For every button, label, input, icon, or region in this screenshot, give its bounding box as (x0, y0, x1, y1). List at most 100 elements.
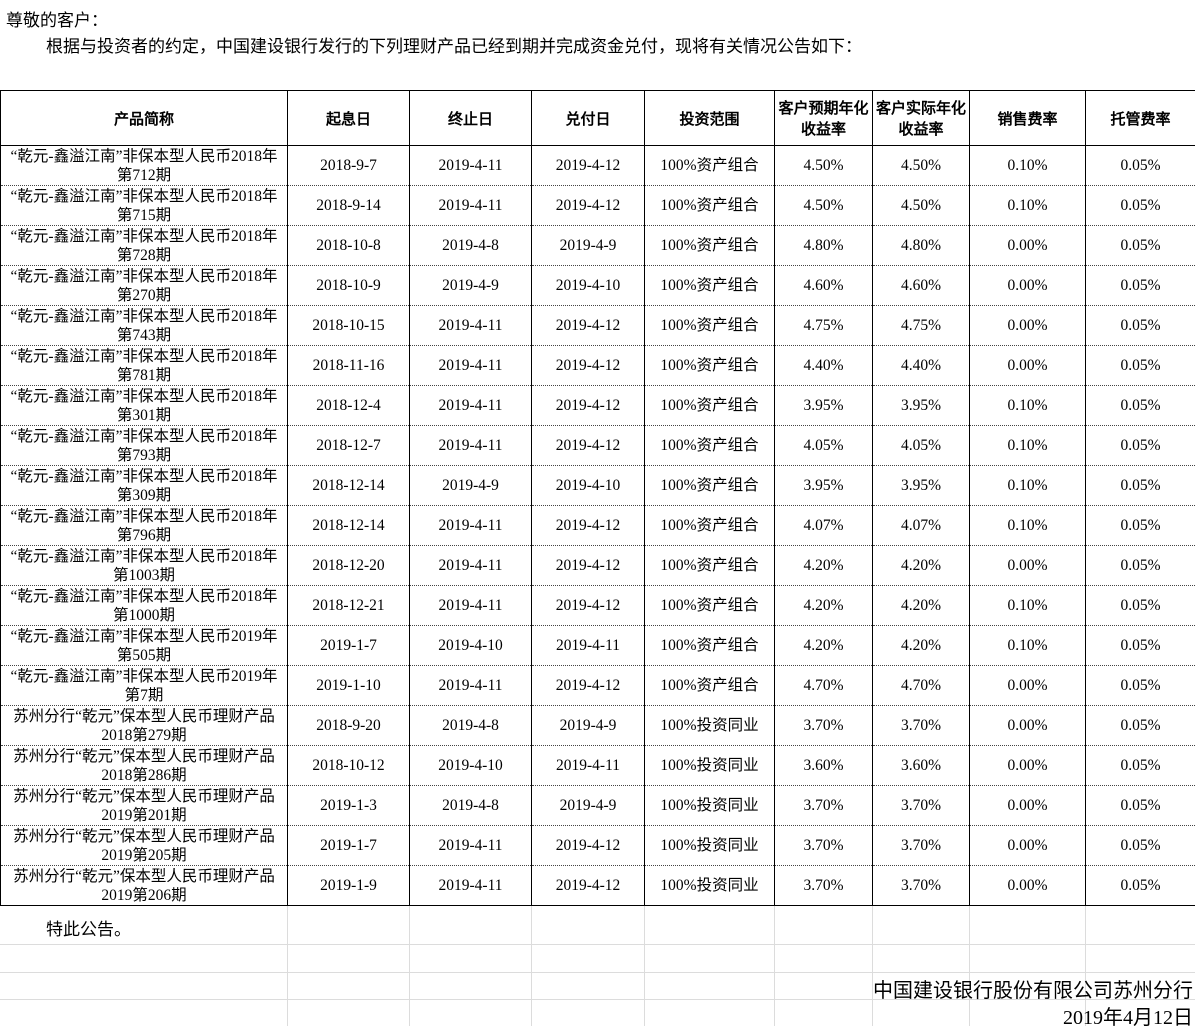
cell-investment-scope: 100%投资同业 (644, 705, 775, 746)
cell-start-date: 2018-12-20 (287, 545, 410, 586)
cell-sales-fee-rate: 0.10% (969, 145, 1086, 186)
cell-sales-fee-rate: 0.00% (969, 745, 1086, 786)
table-row: “乾元-鑫溢江南”非保本型人民币2018年第712期 2018-9-7 2019-4… (0, 145, 1195, 186)
cell-investment-scope: 100%资产组合 (644, 385, 775, 426)
table-row: “乾元-鑫溢江南”非保本型人民币2019年第505期 2019-1-7 2019-4… (0, 625, 1195, 666)
grid-cell (871, 998, 970, 1026)
cell-actual-yield: 4.20% (872, 625, 970, 666)
cell-product-name: “乾元-鑫溢江南”非保本型人民币2018年第781期 (0, 345, 288, 386)
cell-end-date: 2019-4-11 (409, 185, 532, 226)
closing-text: 特此公告。 (46, 920, 131, 939)
grid-cell (530, 906, 645, 945)
cell-custody-fee-rate: 0.05% (1085, 185, 1195, 226)
table-row: “乾元-鑫溢江南”非保本型人民币2018年第796期 2018-12-14 2019… (0, 505, 1195, 546)
intro-section: 尊敬的客户： 根据与投资者的约定，中国建设银行发行的下列理财产品已经到期并完成资… (0, 0, 1195, 60)
grid-cell (1084, 998, 1195, 1026)
cell-product-name: “乾元-鑫溢江南”非保本型人民币2018年第712期 (0, 145, 288, 186)
cell-investment-scope: 100%资产组合 (644, 465, 775, 506)
cell-sales-fee-rate: 0.00% (969, 225, 1086, 266)
cell-end-date: 2019-4-8 (409, 785, 532, 826)
cell-investment-scope: 100%资产组合 (644, 585, 775, 626)
grid-cell (773, 943, 873, 973)
cell-sales-fee-rate: 0.00% (969, 265, 1086, 306)
cell-sales-fee-rate: 0.00% (969, 305, 1086, 346)
cell-actual-yield: 3.70% (872, 785, 970, 826)
cell-sales-fee-rate: 0.10% (969, 385, 1086, 426)
cell-investment-scope: 100%资产组合 (644, 505, 775, 546)
column-header-payment-date: 兑付日 (531, 90, 645, 146)
cell-start-date: 2018-10-8 (287, 225, 410, 266)
grid-cell (0, 971, 288, 1000)
cell-product-name: 苏州分行“乾元”保本型人民币理财产品2018第279期 (0, 705, 288, 746)
column-header-actual-yield: 客户实际年化收益率 (872, 90, 970, 146)
cell-product-name: 苏州分行“乾元”保本型人民币理财产品2019第201期 (0, 785, 288, 826)
cell-payment-date: 2019-4-9 (531, 785, 645, 826)
cell-custody-fee-rate: 0.05% (1085, 745, 1195, 786)
cell-investment-scope: 100%投资同业 (644, 825, 775, 866)
cell-actual-yield: 3.70% (872, 865, 970, 906)
cell-custody-fee-rate: 0.05% (1085, 545, 1195, 586)
grid-cell (643, 943, 775, 973)
cell-actual-yield: 4.07% (872, 505, 970, 546)
cell-expected-yield: 4.50% (774, 145, 873, 186)
cell-custody-fee-rate: 0.05% (1085, 785, 1195, 826)
cell-actual-yield: 4.50% (872, 185, 970, 226)
spreadsheet-gridlines (0, 906, 1195, 1026)
cell-payment-date: 2019-4-12 (531, 505, 645, 546)
cell-expected-yield: 3.70% (774, 865, 873, 906)
cell-start-date: 2019-1-3 (287, 785, 410, 826)
cell-product-name: “乾元-鑫溢江南”非保本型人民币2019年第505期 (0, 625, 288, 666)
table-row: 苏州分行“乾元”保本型人民币理财产品2019第205期 2019-1-7 2019-… (0, 825, 1195, 866)
cell-actual-yield: 4.60% (872, 265, 970, 306)
grid-cell (0, 943, 288, 973)
cell-expected-yield: 4.80% (774, 225, 873, 266)
cell-end-date: 2019-4-9 (409, 265, 532, 306)
cell-expected-yield: 4.20% (774, 585, 873, 626)
cell-start-date: 2018-10-12 (287, 745, 410, 786)
cell-product-name: “乾元-鑫溢江南”非保本型人民币2018年第1000期 (0, 585, 288, 626)
cell-investment-scope: 100%投资同业 (644, 785, 775, 826)
grid-cell (408, 971, 532, 1000)
cell-actual-yield: 3.95% (872, 385, 970, 426)
cell-custody-fee-rate: 0.05% (1085, 585, 1195, 626)
cell-investment-scope: 100%资产组合 (644, 145, 775, 186)
cell-expected-yield: 3.70% (774, 825, 873, 866)
cell-custody-fee-rate: 0.05% (1085, 385, 1195, 426)
cell-investment-scope: 100%资产组合 (644, 625, 775, 666)
grid-row (0, 906, 1195, 945)
cell-sales-fee-rate: 0.10% (969, 185, 1086, 226)
table-row: 苏州分行“乾元”保本型人民币理财产品2018第279期 2018-9-20 2019… (0, 705, 1195, 746)
cell-custody-fee-rate: 0.05% (1085, 825, 1195, 866)
cell-expected-yield: 4.40% (774, 345, 873, 386)
cell-end-date: 2019-4-11 (409, 585, 532, 626)
products-table: 产品简称 起息日 终止日 兑付日 投资范围 客户预期年化收益率 客户实际年化收益率 销售费率托… (0, 90, 1195, 906)
cell-expected-yield: 3.70% (774, 785, 873, 826)
cell-investment-scope: 100%资产组合 (644, 425, 775, 466)
cell-expected-yield: 3.60% (774, 745, 873, 786)
cell-payment-date: 2019-4-12 (531, 345, 645, 386)
cell-product-name: 苏州分行“乾元”保本型人民币理财产品2019第206期 (0, 865, 288, 906)
cell-actual-yield: 4.75% (872, 305, 970, 346)
cell-end-date: 2019-4-11 (409, 425, 532, 466)
grid-cell (968, 943, 1086, 973)
cell-expected-yield: 3.70% (774, 705, 873, 746)
grid-cell (773, 998, 873, 1026)
cell-expected-yield: 3.95% (774, 465, 873, 506)
cell-payment-date: 2019-4-9 (531, 705, 645, 746)
cell-payment-date: 2019-4-9 (531, 225, 645, 266)
cell-sales-fee-rate: 0.00% (969, 545, 1086, 586)
cell-custody-fee-rate: 0.05% (1085, 305, 1195, 346)
cell-start-date: 2018-12-21 (287, 585, 410, 626)
cell-payment-date: 2019-4-12 (531, 305, 645, 346)
grid-cell (643, 971, 775, 1000)
cell-actual-yield: 4.40% (872, 345, 970, 386)
grid-cell (408, 943, 532, 973)
cell-product-name: “乾元-鑫溢江南”非保本型人民币2018年第309期 (0, 465, 288, 506)
cell-custody-fee-rate: 0.05% (1085, 865, 1195, 906)
cell-investment-scope: 100%资产组合 (644, 665, 775, 706)
cell-payment-date: 2019-4-12 (531, 185, 645, 226)
cell-expected-yield: 3.95% (774, 385, 873, 426)
cell-product-name: “乾元-鑫溢江南”非保本型人民币2018年第743期 (0, 305, 288, 346)
cell-investment-scope: 100%资产组合 (644, 225, 775, 266)
cell-start-date: 2018-10-15 (287, 305, 410, 346)
